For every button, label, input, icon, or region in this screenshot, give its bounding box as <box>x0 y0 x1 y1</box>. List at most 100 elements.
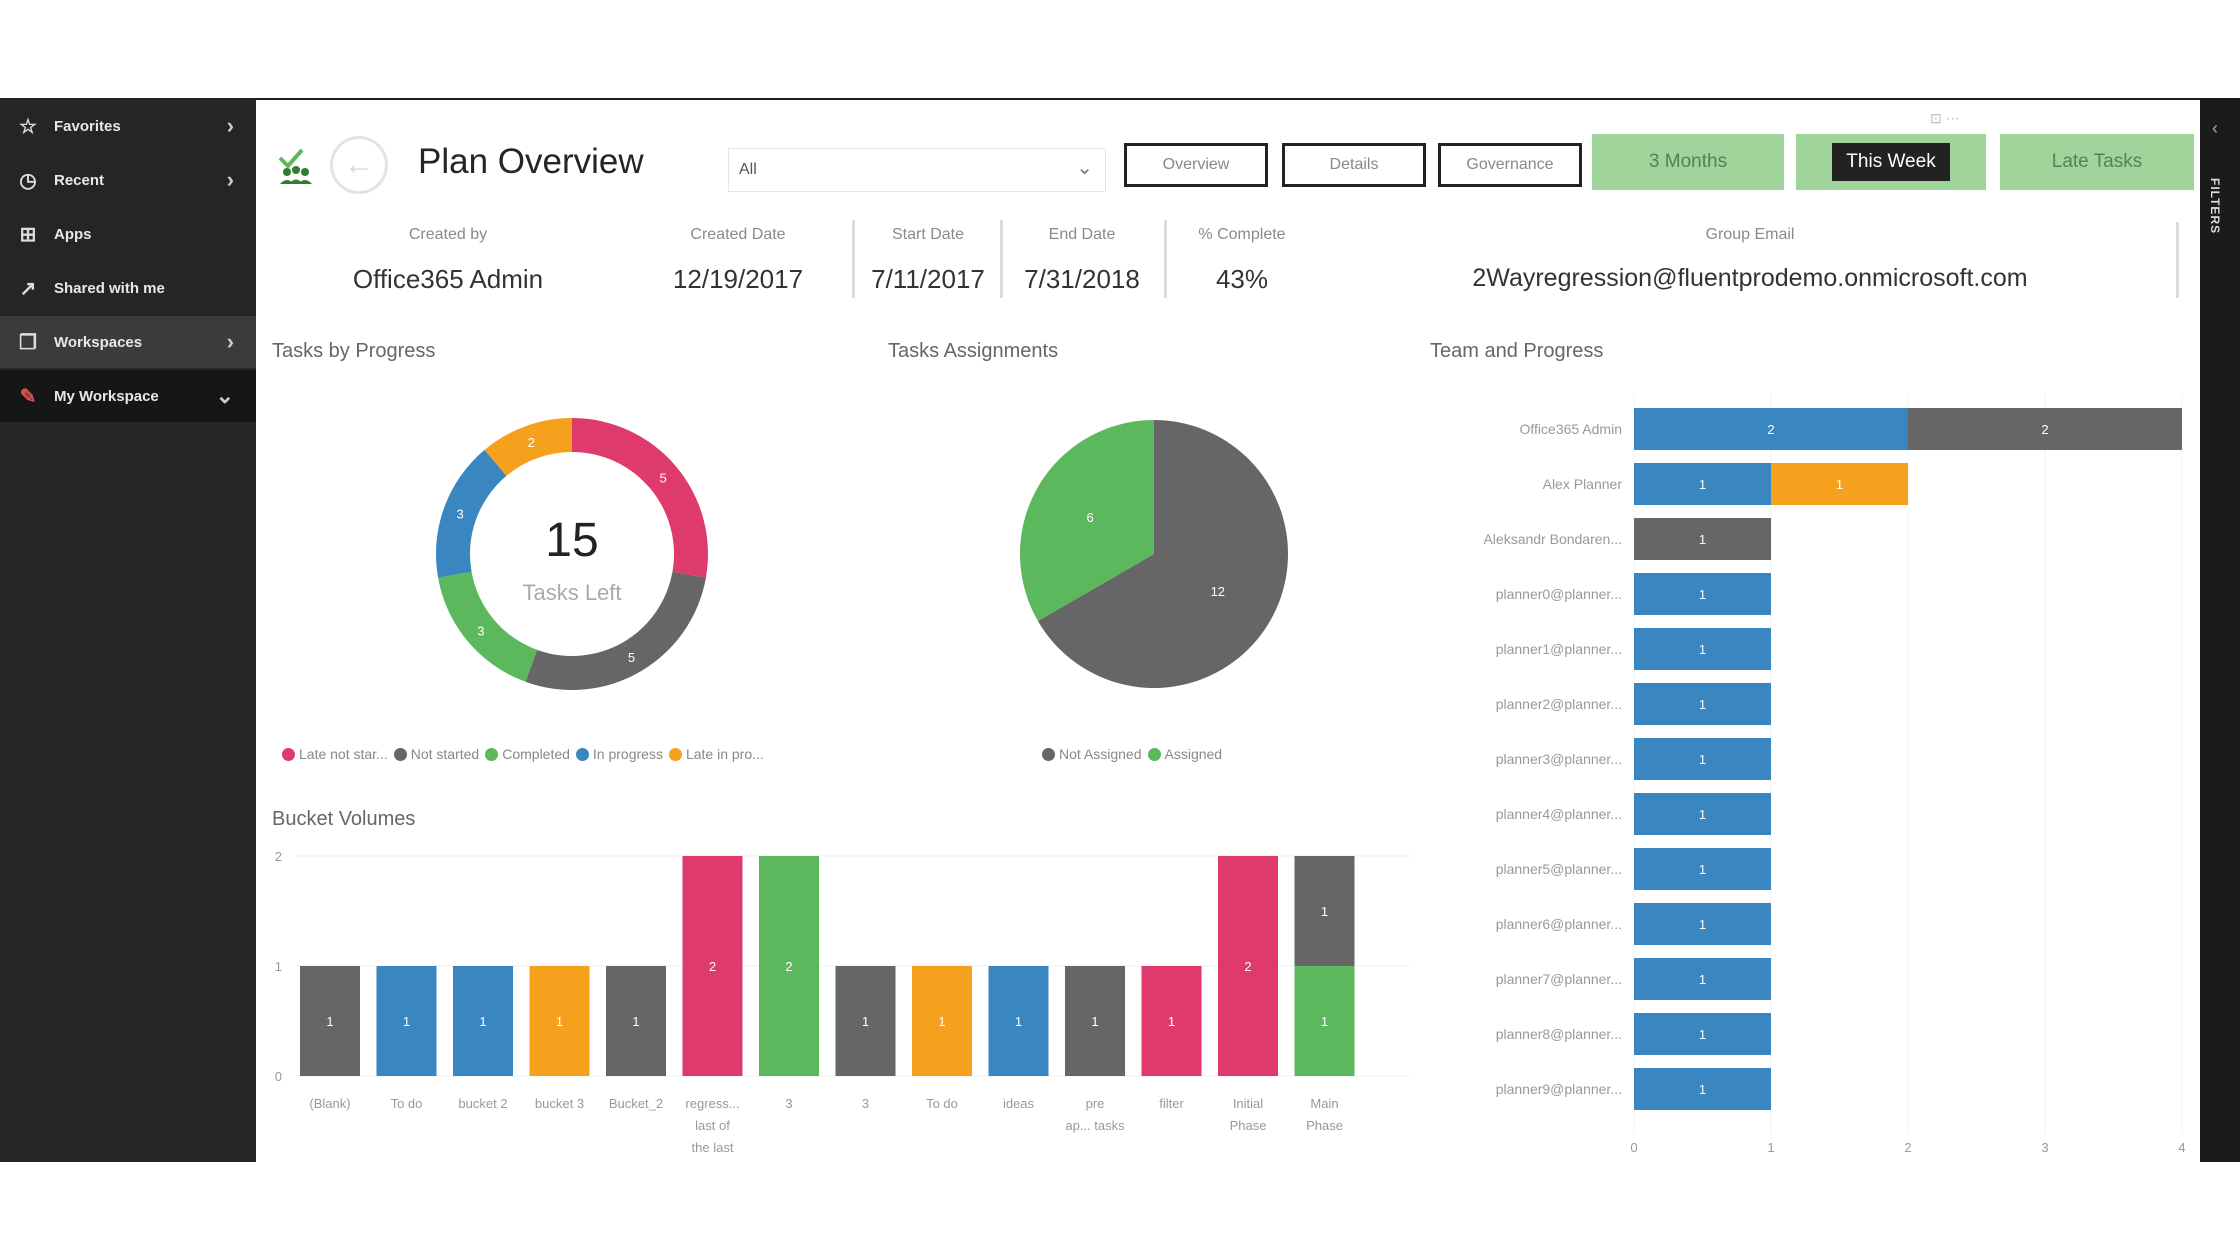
chevron-down-icon: ⌄ <box>215 383 234 408</box>
bar-data-label: 1 <box>1015 1014 1022 1029</box>
three-months-button[interactable]: 3 Months <box>1592 134 1784 190</box>
workspaces-icon: ❐ <box>19 331 37 354</box>
donut-slice[interactable] <box>572 418 708 578</box>
legend-item[interactable]: In progress <box>570 746 663 762</box>
bucket-bar[interactable] <box>529 966 590 1076</box>
tasks-by-progress-chart[interactable]: 5 5 3 3 2 <box>420 400 740 720</box>
team-bar[interactable] <box>1634 683 1771 725</box>
clock-icon: ◷ <box>19 169 37 192</box>
sidebar-item-recent[interactable]: ◷ Recent › <box>0 154 256 206</box>
kpi-scrollbar[interactable] <box>2176 222 2179 298</box>
back-button[interactable]: ← <box>330 136 388 194</box>
visual-header-icons[interactable]: ⊡ ⋯ <box>1930 110 1960 127</box>
team-bar[interactable] <box>1634 518 1771 560</box>
team-bar[interactable] <box>1634 958 1771 1000</box>
y-tick-label: Office365 Admin <box>1520 421 1622 437</box>
bucket-bar[interactable] <box>453 966 513 1076</box>
governance-button[interactable]: Governance <box>1438 143 1582 187</box>
overview-button[interactable]: Overview <box>1124 143 1268 187</box>
bucket-bar[interactable] <box>835 966 896 1076</box>
team-bar[interactable] <box>1634 463 1771 505</box>
more-options-icon[interactable]: ⋯ <box>1945 110 1960 126</box>
bucket-bar[interactable] <box>376 966 437 1076</box>
team-bar[interactable] <box>1771 463 1908 505</box>
team-bar[interactable] <box>1634 848 1771 890</box>
this-week-button[interactable]: This Week <box>1796 134 1986 190</box>
bucket-bar[interactable] <box>606 966 666 1076</box>
kpi-label-created-date: Created Date <box>690 226 786 243</box>
pie-slice[interactable] <box>1037 420 1288 688</box>
donut-slice[interactable] <box>525 571 706 690</box>
bucket-bar[interactable] <box>1294 856 1355 966</box>
donut-slice[interactable] <box>436 449 507 578</box>
legend-item[interactable]: Late not star... <box>276 746 388 762</box>
donut-slice[interactable] <box>484 418 572 476</box>
sidebar-item-favorites[interactable]: ☆ Favorites › <box>0 100 256 152</box>
donut-data-label: 5 <box>660 471 667 486</box>
legend-item[interactable]: Late in pro... <box>663 746 764 762</box>
team-and-progress-chart[interactable]: 0 1 2 3 4 Office365 Admin 2 2 Alex Planner 1 1 Alek… <box>1430 394 2200 1164</box>
legend-swatch <box>668 747 682 761</box>
team-bar[interactable] <box>1634 1013 1771 1055</box>
bucket-bar[interactable] <box>1294 966 1355 1076</box>
team-bar[interactable] <box>1634 738 1771 780</box>
team-bar[interactable] <box>1634 573 1771 615</box>
team-bar[interactable] <box>1634 903 1771 945</box>
sidebar-item-workspaces[interactable]: ❐ Workspaces › <box>0 316 256 368</box>
donut-center-label: Tasks Left <box>522 580 622 605</box>
sidebar-item-shared[interactable]: ↗ Shared with me <box>0 262 256 314</box>
kpi-value-created-date: 12/19/2017 <box>672 264 804 294</box>
bar-data-label: 1 <box>938 1014 945 1029</box>
tasks-assignments-legend[interactable]: Not Assigned Assigned <box>1036 746 1222 762</box>
filters-pane-label[interactable]: FILTERS <box>2208 178 2222 235</box>
y-tick-label: 1 <box>275 959 282 974</box>
bucket-bar[interactable] <box>1218 856 1278 1076</box>
chevron-left-icon[interactable]: ‹ <box>2212 118 2218 138</box>
sidebar-item-label: My Workspace <box>54 387 159 405</box>
legend-swatch <box>1147 747 1161 761</box>
bucket-bar[interactable] <box>300 966 360 1076</box>
donut-data-label: 2 <box>528 435 535 450</box>
team-bar[interactable] <box>1634 793 1771 835</box>
focus-mode-icon[interactable]: ⊡ <box>1930 110 1942 126</box>
sidebar-item-label: Favorites <box>54 117 121 135</box>
legend-item[interactable]: Completed <box>479 746 570 762</box>
details-button[interactable]: Details <box>1282 143 1426 187</box>
bar-data-label: 1 <box>1836 477 1843 492</box>
bucket-bar[interactable] <box>1065 966 1125 1076</box>
legend-item[interactable]: Not started <box>388 746 479 762</box>
bar-data-label: 1 <box>556 1014 563 1029</box>
bucket-bar[interactable] <box>682 856 743 1076</box>
legend-item[interactable]: Assigned <box>1142 746 1222 762</box>
chevron-right-icon: › <box>226 329 234 354</box>
legend-item[interactable]: Not Assigned <box>1036 746 1142 762</box>
bucket-bar[interactable] <box>1141 966 1202 1076</box>
team-bar[interactable] <box>1634 408 1908 450</box>
bar-data-label: 2 <box>2041 422 2048 437</box>
bucket-bar[interactable] <box>912 966 972 1076</box>
team-bar[interactable] <box>1634 1068 1771 1110</box>
y-tick-label: planner5@planner... <box>1496 861 1622 877</box>
sidebar-item-apps[interactable]: ⊞ Apps <box>0 208 256 260</box>
bucket-bar[interactable] <box>988 966 1049 1076</box>
plan-filter-dropdown[interactable]: All ⌄ <box>728 148 1106 192</box>
tasks-assignments-chart[interactable]: 12 6 <box>1000 410 1300 710</box>
x-tick-label: 4 <box>2178 1140 2185 1155</box>
bucket-volumes-chart[interactable]: 0 1 2 1 (Blank) 1 To do 1 bucket 2 1 bucket 3 1 Buck… <box>260 836 1430 1166</box>
bar-data-label: 1 <box>403 1014 410 1029</box>
x-tick-label: pre ap... tasks <box>1065 1096 1125 1133</box>
late-tasks-button[interactable]: Late Tasks <box>2000 134 2194 190</box>
sidebar-item-label: Apps <box>54 225 92 243</box>
kpi-value-created-by: Office365 Admin <box>352 264 544 294</box>
team-bar[interactable] <box>1908 408 2182 450</box>
pie-slice[interactable] <box>1020 420 1154 621</box>
team-bar[interactable] <box>1634 628 1771 670</box>
donut-slice[interactable] <box>438 571 538 682</box>
bucket-bar[interactable] <box>759 856 819 1076</box>
sidebar: ☆ Favorites › ◷ Recent › ⊞ Apps ↗ Shared… <box>0 98 256 1162</box>
legend-label: In progress <box>592 746 663 762</box>
tasks-by-progress-legend[interactable]: Late not star... Not started Completed In p… <box>276 746 764 762</box>
filters-pane[interactable] <box>2200 98 2240 1162</box>
sidebar-item-my-workspace[interactable]: ✎ My Workspace ⌄ <box>0 370 256 422</box>
y-tick-label: planner6@planner... <box>1496 916 1622 932</box>
